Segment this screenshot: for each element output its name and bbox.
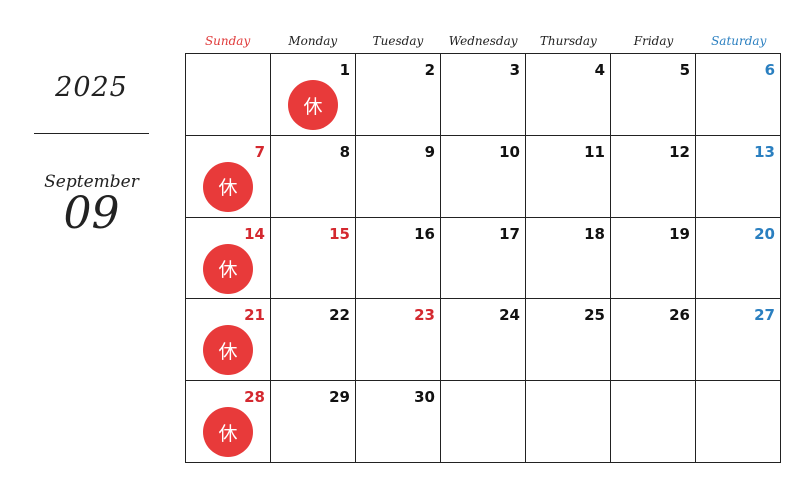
day-number: 11 [584, 142, 605, 161]
weekday-sunday: Sunday [204, 34, 251, 48]
day-cell-21[interactable]: 21 休 [186, 299, 271, 382]
day-number: 21 [244, 306, 265, 325]
day-cell-8[interactable]: 8 [271, 135, 356, 218]
day-number: 12 [669, 142, 690, 161]
day-cell-16[interactable]: 16 [356, 217, 441, 300]
day-number: 14 [244, 224, 265, 243]
day-number: 24 [499, 306, 520, 325]
day-cell-25[interactable]: 25 [526, 299, 611, 382]
day-cell-4[interactable]: 4 [526, 54, 611, 136]
empty-day-cell [186, 54, 271, 136]
day-number: 2 [424, 61, 435, 79]
day-cell-12[interactable]: 12 [611, 135, 696, 218]
day-cell-26[interactable]: 26 [611, 299, 696, 382]
weekday-monday: Monday [288, 34, 338, 48]
day-number: 26 [669, 306, 690, 325]
day-cell-6[interactable]: 6 [696, 54, 781, 136]
day-number: 18 [584, 224, 605, 243]
year-label: 2025 [55, 72, 128, 103]
day-cell-22[interactable]: 22 [271, 299, 356, 382]
month-name-label: September [44, 172, 139, 192]
day-cell-18[interactable]: 18 [526, 217, 611, 300]
day-number: 9 [424, 142, 435, 161]
day-number: 19 [669, 224, 690, 243]
day-cell-28[interactable]: 28 休 [186, 381, 271, 463]
day-number: 6 [764, 61, 775, 79]
day-cell-27[interactable]: 27 [696, 299, 781, 382]
day-cell-11[interactable]: 11 [526, 135, 611, 218]
holiday-marker-icon: 休 [288, 80, 338, 130]
weekday-thursday: Thursday [539, 34, 597, 48]
weekday-friday: Friday [633, 34, 674, 48]
day-cell-23[interactable]: 23 [356, 299, 441, 382]
day-cell-17[interactable]: 17 [441, 217, 526, 300]
day-number: 5 [679, 61, 690, 79]
day-number: 25 [584, 306, 605, 325]
day-number: 23 [414, 306, 435, 325]
day-cell-3[interactable]: 3 [441, 54, 526, 136]
day-cell-29[interactable]: 29 [271, 381, 356, 463]
holiday-marker-icon: 休 [203, 161, 253, 212]
day-number: 30 [414, 388, 435, 407]
day-number: 27 [754, 306, 775, 325]
empty-day-cell [441, 381, 526, 463]
day-cell-5[interactable]: 5 [611, 54, 696, 136]
holiday-marker-icon: 休 [203, 243, 253, 294]
day-cell-13[interactable]: 13 [696, 135, 781, 218]
empty-day-cell [611, 381, 696, 463]
empty-day-cell [696, 381, 781, 463]
day-cell-24[interactable]: 24 [441, 299, 526, 382]
day-number: 4 [594, 61, 605, 79]
weekday-saturday: Saturday [711, 34, 767, 48]
weekday-tuesday: Tuesday [372, 34, 424, 48]
day-number: 7 [254, 142, 265, 161]
day-number: 13 [754, 142, 775, 161]
holiday-marker-icon: 休 [203, 407, 253, 458]
empty-day-cell [526, 381, 611, 463]
day-number: 1 [339, 61, 350, 79]
day-number: 3 [509, 61, 520, 79]
day-number: 22 [329, 306, 350, 325]
day-number: 8 [339, 142, 350, 161]
day-number: 15 [329, 224, 350, 243]
header-divider [34, 133, 149, 134]
day-cell-2[interactable]: 2 [356, 54, 441, 136]
day-cell-10[interactable]: 10 [441, 135, 526, 218]
month-header-panel: 2025 September 09 [0, 0, 180, 500]
weekday-wednesday: Wednesday [448, 34, 518, 48]
day-number: 17 [499, 224, 520, 243]
calendar-grid: 1 休 2 3 4 5 6 7 休 8 9 10 11 12 13 14 休 15 16 17 18 19 20 21 休 22 2… [185, 53, 781, 463]
day-cell-14[interactable]: 14 休 [186, 217, 271, 300]
day-cell-19[interactable]: 19 [611, 217, 696, 300]
day-number: 29 [329, 388, 350, 407]
day-number: 28 [244, 388, 265, 407]
day-cell-20[interactable]: 20 [696, 217, 781, 300]
weekday-header-row: Sunday Monday Tuesday Wednesday Thursday… [185, 32, 782, 50]
month-number-label: 09 [63, 188, 120, 239]
day-cell-15[interactable]: 15 [271, 217, 356, 300]
day-number: 20 [754, 224, 775, 243]
day-number: 16 [414, 224, 435, 243]
day-cell-9[interactable]: 9 [356, 135, 441, 218]
holiday-marker-icon: 休 [203, 325, 253, 376]
day-number: 10 [499, 142, 520, 161]
day-cell-30[interactable]: 30 [356, 381, 441, 463]
